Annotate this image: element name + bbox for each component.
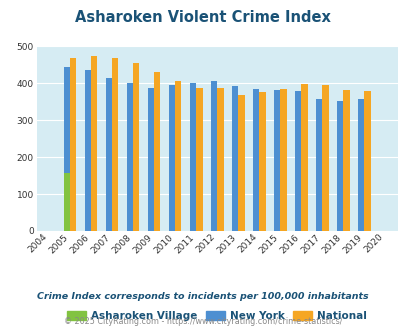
Bar [336, 101, 342, 231]
Bar [217, 88, 223, 231]
Bar [294, 91, 301, 231]
Bar [238, 95, 244, 231]
Bar [175, 81, 181, 231]
Text: Crime Index corresponds to incidents per 100,000 inhabitants: Crime Index corresponds to incidents per… [37, 292, 368, 301]
Bar [133, 63, 139, 231]
Bar [342, 90, 349, 231]
Bar [70, 58, 76, 231]
Bar [252, 89, 258, 231]
Bar [357, 99, 363, 231]
Bar [315, 99, 322, 231]
Bar [273, 90, 279, 231]
Bar [147, 88, 154, 231]
Bar [154, 72, 160, 231]
Bar [64, 173, 70, 231]
Bar [196, 88, 202, 231]
Bar [126, 83, 133, 231]
Legend: Asharoken Village, New York, National: Asharoken Village, New York, National [63, 307, 370, 325]
Bar [210, 81, 217, 231]
Bar [168, 85, 175, 231]
Bar [91, 56, 97, 231]
Bar [64, 67, 70, 231]
Bar [322, 85, 328, 231]
Bar [112, 58, 118, 231]
Bar [363, 91, 370, 231]
Bar [279, 89, 286, 231]
Bar [258, 92, 265, 231]
Bar [190, 83, 196, 231]
Bar [85, 70, 91, 231]
Bar [106, 78, 112, 231]
Bar [301, 84, 307, 231]
Bar [231, 86, 238, 231]
Text: Asharoken Violent Crime Index: Asharoken Violent Crime Index [75, 10, 330, 25]
Text: © 2025 CityRating.com - https://www.cityrating.com/crime-statistics/: © 2025 CityRating.com - https://www.city… [64, 317, 341, 326]
